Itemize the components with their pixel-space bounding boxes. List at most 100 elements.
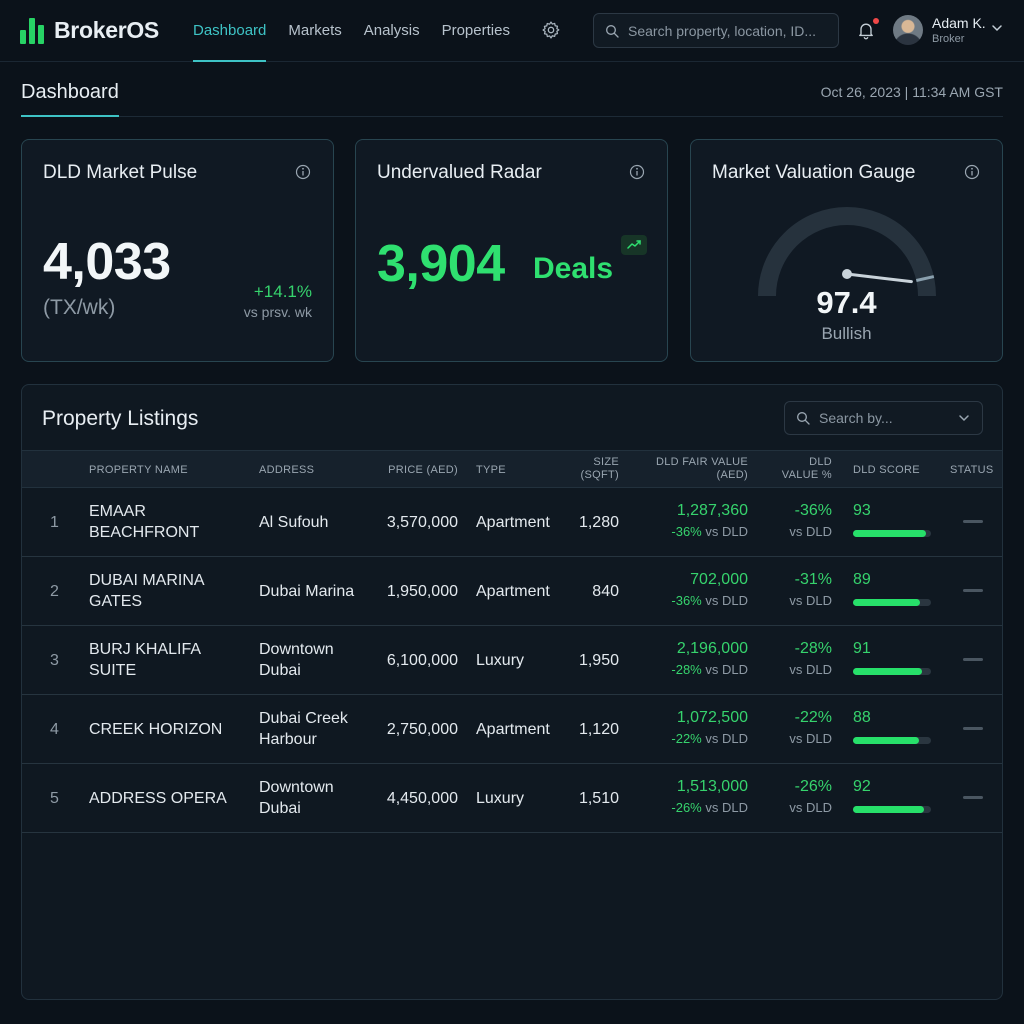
- notification-dot: [873, 18, 879, 24]
- top-navbar: BrokerOS Dashboard Markets Analysis Prop…: [0, 0, 1024, 62]
- avatar[interactable]: [893, 15, 923, 45]
- listings-search-placeholder: Search by...: [819, 410, 893, 426]
- pulse-unit: (TX/wk): [43, 296, 116, 319]
- status-indicator[interactable]: [963, 796, 983, 799]
- dld-value-sub: vs DLD: [789, 731, 832, 746]
- search-input[interactable]: [628, 22, 828, 39]
- status-indicator[interactable]: [963, 727, 983, 730]
- property-name-line1: BURJ KHALIFA: [89, 641, 202, 658]
- dld-score: 89: [853, 571, 871, 588]
- fair-delta-suffix: vs DLD: [705, 593, 748, 608]
- score-bar-fill: [853, 599, 921, 606]
- fair-delta-pct: -36%: [671, 593, 702, 608]
- property-name[interactable]: BURJ KHALIFA SUITE: [89, 639, 249, 681]
- tab-properties[interactable]: Properties: [441, 22, 510, 39]
- table-row[interactable]: 3 BURJ KHALIFA SUITE Downtown Dubai 6,100,000…: [22, 626, 1002, 695]
- status-indicator[interactable]: [963, 658, 983, 661]
- user-name[interactable]: Adam K.: [932, 15, 986, 31]
- radar-value: 3,904: [377, 235, 505, 293]
- search-icon: [606, 24, 619, 38]
- property-name-line1: DUBAI MARINA: [89, 572, 205, 589]
- info-icon[interactable]: [964, 164, 980, 180]
- status-indicator[interactable]: [963, 520, 983, 523]
- table-row[interactable]: 1 EMAAR BEACHFRONT Al Sufouh 3,570,000 Apartm…: [22, 488, 1002, 557]
- col-dld-fair-value[interactable]: DLD FAIR VALUE (AED): [632, 456, 748, 482]
- trend-up-badge[interactable]: [621, 235, 647, 255]
- address-line1: Al Sufouh: [259, 514, 329, 531]
- dld-fair-value: 1,287,360: [676, 502, 748, 519]
- dld-score: 88: [853, 709, 871, 726]
- tab-markets[interactable]: Markets: [288, 22, 342, 39]
- col-size[interactable]: SIZE (SQFT): [562, 456, 619, 482]
- fair-delta-pct: -36%: [671, 524, 702, 539]
- property-name-line2: GATES: [89, 593, 143, 610]
- gauge-needle: [845, 272, 913, 284]
- col-dld-line2: VALUE %: [781, 469, 832, 481]
- brand-logo[interactable]: BrokerOS: [20, 14, 159, 46]
- market-pulse-card: DLD Market Pulse 4,033 (TX/wk) +14.1% vs…: [21, 139, 334, 362]
- card-title: DLD Market Pulse: [43, 162, 198, 183]
- property-price: 4,450,000: [386, 790, 458, 807]
- col-fair-line2: (AED): [716, 469, 748, 481]
- title-divider: [21, 116, 1003, 117]
- dld-value-sub: vs DLD: [789, 593, 832, 608]
- card-title: Undervalued Radar: [377, 162, 542, 183]
- info-icon[interactable]: [295, 164, 311, 180]
- property-name[interactable]: CREEK HORIZON: [89, 719, 249, 740]
- property-price: 2,750,000: [386, 721, 458, 738]
- dld-value-sub: vs DLD: [789, 800, 832, 815]
- property-type: Apartment: [476, 721, 550, 738]
- col-property-name[interactable]: PROPERTY NAME: [89, 464, 188, 476]
- gauge-level-tick: [915, 275, 935, 282]
- table-header: PROPERTY NAME ADDRESS PRICE (AED) TYPE S…: [22, 450, 1002, 488]
- property-name[interactable]: DUBAI MARINA GATES: [89, 570, 249, 612]
- bell-icon[interactable]: [856, 20, 876, 40]
- col-price[interactable]: PRICE (AED): [388, 464, 458, 476]
- timestamp: Oct 26, 2023 | 11:34 AM GST: [820, 84, 1003, 100]
- fair-delta-pct: -22%: [671, 731, 702, 746]
- table-row[interactable]: 2 DUBAI MARINA GATES Dubai Marina 1,950,000 A…: [22, 557, 1002, 626]
- card-title: Market Valuation Gauge: [712, 162, 916, 183]
- score-bar-fill: [853, 668, 923, 675]
- table-row[interactable]: 4 CREEK HORIZON Dubai Creek Harbour 2,750,00…: [22, 695, 1002, 764]
- property-name-line2: SUITE: [89, 662, 137, 679]
- row-index: 5: [50, 790, 59, 807]
- dld-fair-delta: -26% vs DLD: [632, 800, 748, 815]
- property-name[interactable]: ADDRESS OPERA: [89, 788, 249, 809]
- row-index: 4: [50, 721, 59, 738]
- dld-fair-delta: -36% vs DLD: [632, 524, 748, 539]
- trend-up-icon: [627, 240, 641, 249]
- gauge-label: Bullish: [821, 324, 872, 343]
- property-address: Dubai Creek Harbour: [259, 708, 369, 750]
- global-search[interactable]: [593, 13, 839, 48]
- col-dld-score[interactable]: DLD SCORE: [853, 464, 920, 476]
- col-address[interactable]: ADDRESS: [259, 464, 315, 476]
- dld-value-pct: -26%: [794, 778, 832, 795]
- listings-search-dropdown[interactable]: Search by...: [784, 401, 983, 435]
- dld-fair-value: 702,000: [690, 571, 748, 588]
- table-row[interactable]: 5 ADDRESS OPERA Downtown Dubai 4,450,000 Luxu…: [22, 764, 1002, 833]
- property-type: Apartment: [476, 583, 550, 600]
- dld-score: 92: [853, 778, 871, 795]
- col-type[interactable]: TYPE: [476, 464, 506, 476]
- tab-analysis[interactable]: Analysis: [363, 22, 420, 39]
- col-dld-value-pct[interactable]: DLD VALUE %: [762, 456, 832, 482]
- property-price: 3,570,000: [386, 514, 458, 531]
- info-icon[interactable]: [629, 164, 645, 180]
- valuation-gauge-card: Market Valuation Gauge 97.4 Bullish: [690, 139, 1003, 362]
- dld-fair-value: 2,196,000: [676, 640, 748, 657]
- tab-dashboard[interactable]: Dashboard: [193, 0, 267, 62]
- chevron-down-icon[interactable]: [991, 22, 1003, 34]
- fair-delta-pct: -26%: [671, 800, 702, 815]
- score-bar: [853, 806, 931, 813]
- property-name-line1: CREEK HORIZON: [89, 721, 223, 738]
- property-listings-panel: Property Listings Search by... PROPERTY …: [21, 384, 1003, 1000]
- fair-delta-suffix: vs DLD: [705, 731, 748, 746]
- score-bar: [853, 737, 931, 744]
- dld-fair-value: 1,072,500: [676, 709, 748, 726]
- col-status[interactable]: STATUS: [950, 464, 994, 476]
- property-price: 6,100,000: [386, 652, 458, 669]
- gear-icon[interactable]: [541, 20, 561, 40]
- property-name[interactable]: EMAAR BEACHFRONT: [89, 501, 249, 543]
- status-indicator[interactable]: [963, 589, 983, 592]
